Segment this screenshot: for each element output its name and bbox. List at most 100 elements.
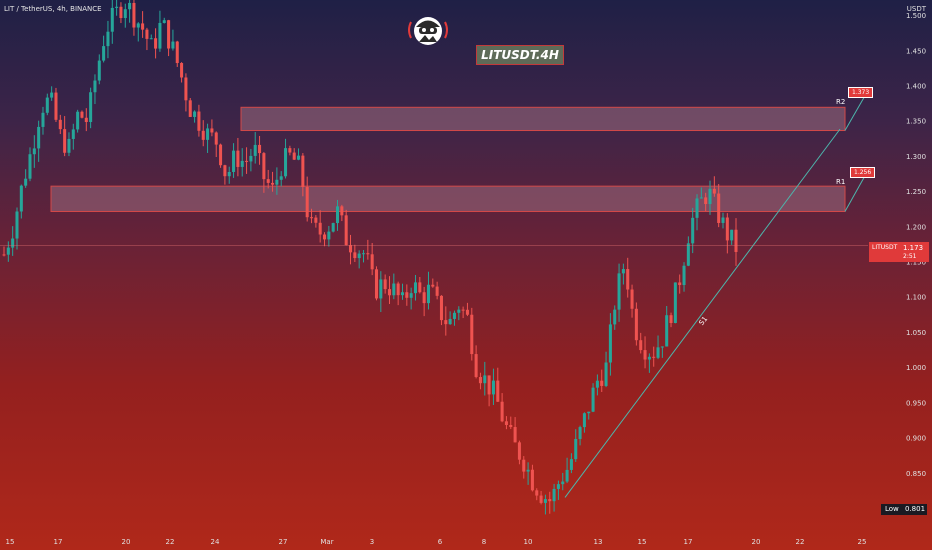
x-tick-label: 17	[54, 538, 63, 546]
currency-label: USDT	[906, 5, 926, 13]
candle-body	[28, 154, 32, 179]
candle-body	[591, 387, 595, 412]
candle-body	[643, 350, 647, 360]
candle-body	[80, 111, 84, 118]
candle-body	[284, 148, 288, 177]
candle-body	[379, 279, 383, 299]
candle-body	[730, 229, 734, 241]
candle-body	[587, 411, 591, 414]
y-tick-label: 1.200	[906, 223, 926, 231]
candle-body	[67, 138, 71, 153]
candle-body	[712, 188, 716, 194]
candle-body	[704, 197, 708, 205]
y-tick-label: 1.400	[906, 82, 926, 90]
candle-body	[604, 362, 608, 386]
resistance-zone-r2	[240, 106, 846, 132]
candle-body	[279, 176, 283, 180]
x-tick-label: 20	[752, 538, 761, 546]
candle-body	[582, 413, 586, 428]
candle-body	[487, 375, 491, 395]
resistance-zone-r1	[50, 185, 846, 213]
candle-body	[600, 380, 604, 386]
candle-body	[673, 282, 677, 324]
candle-body	[400, 292, 405, 296]
candle-body	[149, 38, 153, 40]
candle-body	[219, 144, 223, 166]
r1-price-flag: 1.256	[850, 167, 876, 178]
candle-body	[669, 315, 673, 324]
candle-body	[323, 234, 327, 240]
candle-body	[180, 63, 184, 78]
y-tick-label: 1.000	[906, 364, 926, 372]
y-tick-label: 1.500	[906, 12, 926, 20]
candle-body	[504, 421, 508, 425]
candle-body	[543, 499, 547, 503]
candle-body	[93, 80, 97, 93]
current-price-tag: LITUSDT 1.173 2:51	[869, 242, 929, 262]
candle-body	[223, 165, 227, 177]
candle-body	[695, 198, 699, 218]
candle-body	[660, 346, 664, 348]
candle-body	[132, 2, 136, 28]
candle-body	[310, 217, 314, 219]
candle-body	[634, 308, 638, 341]
candle-body	[374, 269, 379, 299]
candle-body	[6, 247, 10, 255]
candle-body	[206, 128, 210, 140]
candle-body	[84, 117, 88, 122]
candle-body	[686, 243, 690, 266]
candle-body	[595, 380, 599, 388]
y-tick-label: 0.950	[906, 399, 926, 407]
candle-body	[734, 229, 738, 252]
candle-body	[392, 283, 396, 296]
candle-body	[565, 469, 569, 482]
candle-body	[461, 309, 465, 311]
candle-body	[2, 254, 6, 256]
candle-body	[626, 269, 630, 290]
candle-body	[123, 9, 127, 19]
x-tick-label: 25	[858, 538, 867, 546]
candle-body	[639, 340, 643, 351]
candle-body	[145, 29, 149, 39]
candle-body	[457, 309, 461, 313]
candle-body	[678, 282, 682, 286]
candle-body	[188, 100, 192, 117]
candle-body	[621, 269, 625, 274]
candle-body	[383, 279, 387, 290]
candle-body	[387, 289, 392, 296]
candle-body	[227, 171, 231, 177]
r2-label: R2	[836, 98, 846, 106]
candle-body	[288, 148, 292, 153]
candle-body	[136, 23, 140, 28]
candle-body	[249, 155, 253, 162]
y-tick-label: 1.300	[906, 153, 926, 161]
y-tick-label: 1.100	[906, 294, 926, 302]
candle-body	[314, 217, 318, 223]
y-tick-label: 0.850	[906, 470, 926, 478]
candle-body	[717, 193, 721, 223]
candle-body	[24, 178, 28, 186]
candle-body	[305, 187, 309, 218]
candle-body	[522, 459, 526, 472]
candle-body	[266, 179, 270, 183]
candle-body	[708, 188, 712, 205]
candle-body	[617, 273, 621, 310]
symbol-label: LIT / TetherUS, 4h, BINANCE	[4, 5, 102, 13]
candle-body	[361, 253, 366, 255]
candle-body	[41, 112, 45, 127]
candle-body	[201, 130, 205, 140]
candle-body	[682, 265, 686, 286]
x-tick-label: 15	[638, 538, 647, 546]
candle-body	[439, 295, 443, 321]
candle-body	[556, 484, 560, 489]
candle-body	[422, 292, 426, 304]
low-tag: Low 0.801	[881, 504, 927, 515]
candle-body	[110, 7, 114, 32]
candle-body	[426, 284, 430, 304]
candle-body	[245, 160, 249, 162]
price-tag-value: 1.173	[903, 244, 924, 252]
candle-body	[348, 245, 353, 253]
candle-body	[656, 347, 660, 358]
